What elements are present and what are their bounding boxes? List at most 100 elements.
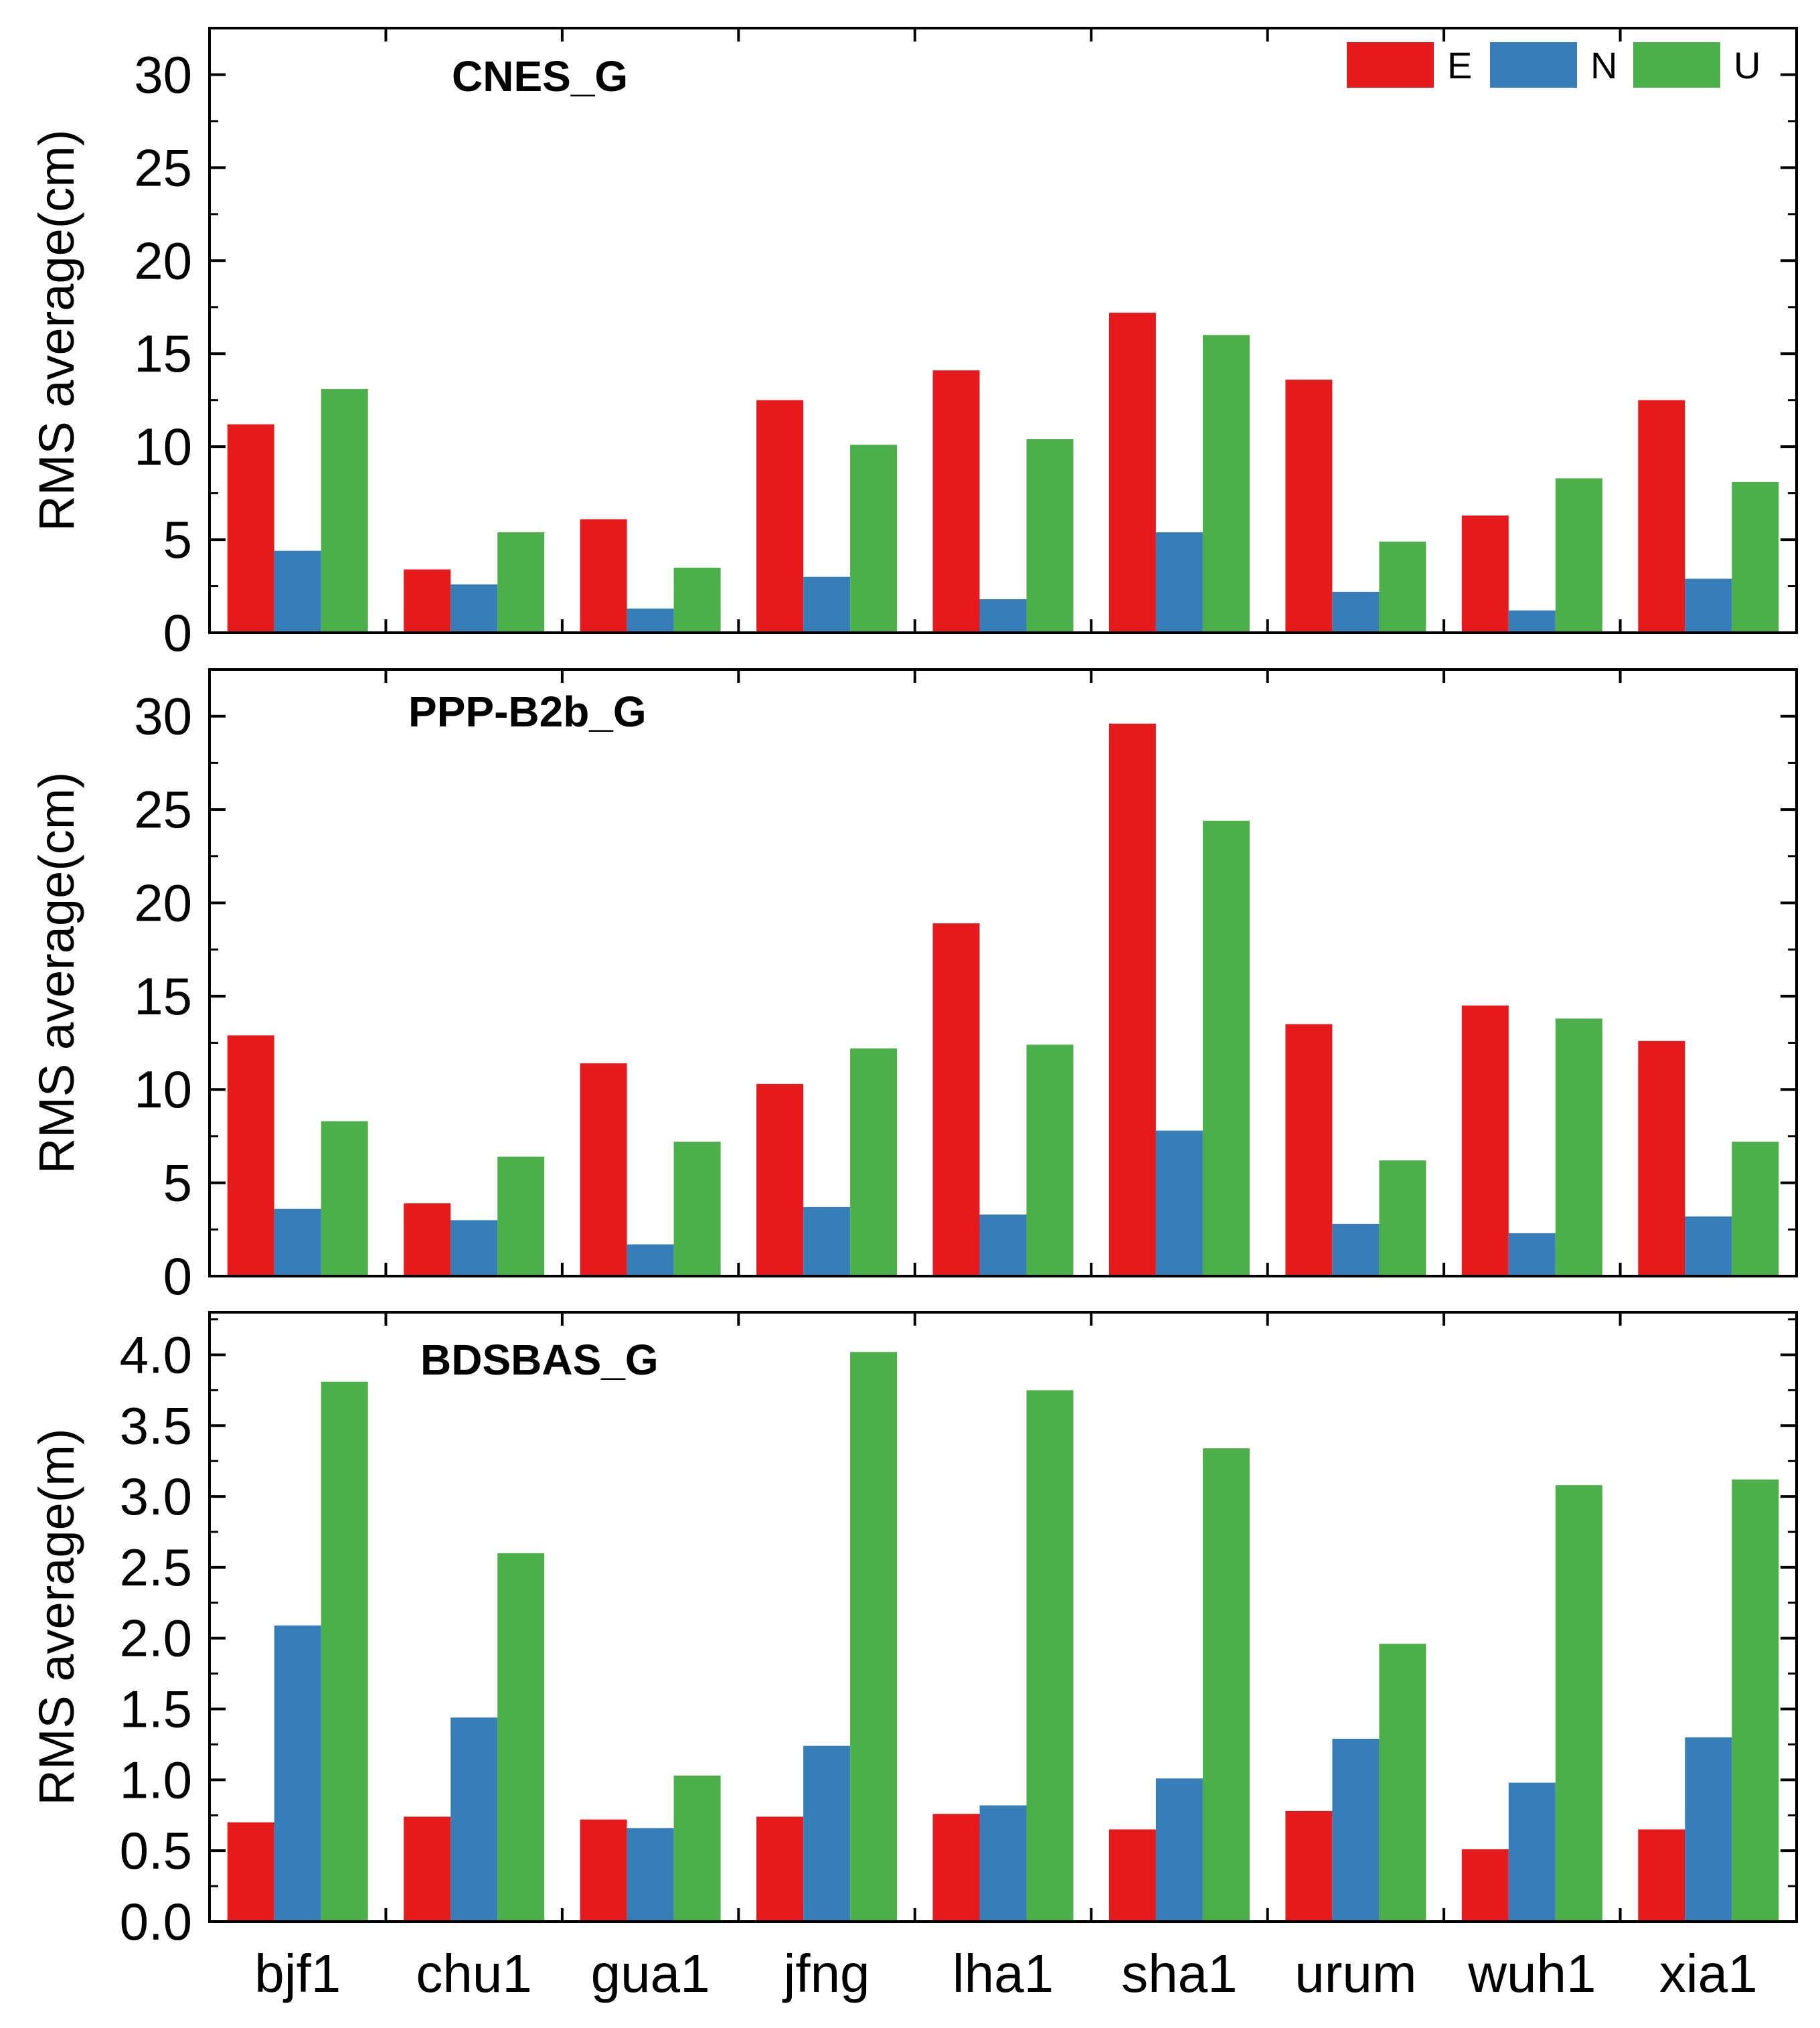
bar-n-urum: [1332, 1223, 1380, 1276]
bar-e-wuh1: [1461, 1005, 1509, 1276]
bar-u-lha1: [1026, 1390, 1074, 1922]
bar-u-wuh1: [1555, 478, 1602, 633]
bar-u-gua1: [673, 1776, 721, 1922]
bar-e-lha1: [932, 923, 980, 1276]
bar-u-sha1: [1202, 335, 1250, 633]
bar-n-xia1: [1685, 1737, 1732, 1922]
bar-n-bjf1: [274, 1208, 321, 1276]
x-tick-label-sha1: sha1: [1121, 1944, 1237, 2003]
y-tick-label: 0: [163, 1247, 192, 1306]
chart-panel-2: 0 5 10 15 20 25 30 RMS average(cm) PPP-B2b_G: [29, 668, 1798, 1306]
bar-n-wuh1: [1508, 610, 1556, 633]
x-tick-label-wuh1: wuh1: [1467, 1944, 1596, 2003]
bar-u-jfng: [850, 445, 898, 633]
bar-u-chu1: [497, 1156, 545, 1276]
legend-label-n: N: [1590, 44, 1617, 86]
y-tick-label: 10: [134, 1060, 192, 1119]
y-axis-label: RMS average(cm): [29, 772, 84, 1174]
bar-u-sha1: [1202, 1448, 1250, 1922]
bar-n-sha1: [1155, 1130, 1203, 1276]
y-tick-label: 20: [134, 231, 192, 290]
bar-e-wuh1: [1461, 516, 1509, 633]
bar-n-lha1: [979, 599, 1027, 633]
bar-n-bjf1: [274, 1625, 321, 1922]
bar-u-jfng: [850, 1352, 898, 1922]
y-tick-label: 2.0: [120, 1609, 192, 1668]
legend-label-u: U: [1734, 44, 1760, 86]
y-tick-label: 30: [134, 45, 192, 104]
bar-e-chu1: [404, 1816, 451, 1922]
bar-e-sha1: [1108, 723, 1156, 1276]
bar-u-xia1: [1732, 481, 1779, 633]
y-tick-label: 0.5: [120, 1821, 192, 1880]
bar-u-lha1: [1026, 439, 1074, 633]
plot-frame: [208, 668, 1798, 1277]
bar-n-bjf1: [274, 550, 321, 633]
bar-e-urum: [1285, 1024, 1333, 1276]
chart-title: BDSBAS_G: [420, 1336, 659, 1384]
bar-e-gua1: [580, 1819, 627, 1922]
bar-e-bjf1: [227, 1822, 274, 1922]
bar-n-sha1: [1155, 1778, 1203, 1922]
bar-e-bjf1: [227, 1035, 274, 1276]
bar-e-bjf1: [227, 424, 274, 633]
y-tick-label: 0.0: [120, 1892, 192, 1951]
bar-n-jfng: [803, 1206, 851, 1276]
y-tick-label: 5: [163, 510, 192, 569]
bar-n-wuh1: [1508, 1233, 1556, 1276]
legend-swatch-n: [1490, 42, 1577, 88]
y-tick-label: 1.0: [120, 1750, 192, 1809]
bar-e-jfng: [756, 1816, 804, 1922]
bar-u-chu1: [497, 1553, 545, 1922]
bar-n-chu1: [450, 1717, 498, 1922]
bar-e-urum: [1285, 1810, 1333, 1922]
y-tick-label: 30: [134, 687, 192, 746]
bar-u-bjf1: [321, 1381, 368, 1922]
bar-u-bjf1: [321, 389, 368, 633]
y-tick-label: 20: [134, 873, 192, 932]
bar-u-xia1: [1732, 1142, 1779, 1276]
bar-n-lha1: [979, 1215, 1027, 1276]
bar-n-urum: [1332, 591, 1380, 633]
bar-u-wuh1: [1555, 1485, 1602, 1922]
bar-n-wuh1: [1508, 1782, 1556, 1922]
bar-n-chu1: [450, 584, 498, 633]
bar-n-urum: [1332, 1739, 1380, 1922]
bar-u-gua1: [673, 1142, 721, 1276]
legend-swatch-e: [1347, 42, 1434, 88]
bar-u-jfng: [850, 1048, 898, 1276]
bar-e-wuh1: [1461, 1849, 1509, 1922]
bar-e-sha1: [1108, 1829, 1156, 1922]
bar-e-chu1: [404, 569, 451, 633]
bar-u-xia1: [1732, 1479, 1779, 1922]
x-tick-label-gua1: gua1: [591, 1944, 710, 2003]
y-tick-label: 3.5: [120, 1396, 192, 1455]
legend-label-e: E: [1447, 44, 1472, 86]
bar-u-bjf1: [321, 1121, 368, 1276]
legend-swatch-u: [1633, 42, 1720, 88]
y-tick-label: 15: [134, 967, 192, 1026]
y-tick-label: 10: [134, 417, 192, 476]
plot-frame: [208, 27, 1798, 634]
bar-u-gua1: [673, 567, 721, 633]
y-tick-label: 0: [163, 603, 192, 662]
bar-u-lha1: [1026, 1044, 1074, 1276]
bar-n-chu1: [450, 1220, 498, 1276]
y-tick-label: 25: [134, 780, 192, 839]
x-tick-label-xia1: xia1: [1659, 1944, 1758, 2003]
bar-n-gua1: [627, 1244, 674, 1276]
y-axis-label: RMS average(cm): [29, 129, 84, 531]
y-tick-label: 3.0: [120, 1467, 192, 1526]
chart-title: PPP-B2b_G: [408, 688, 647, 736]
bar-e-xia1: [1638, 1040, 1685, 1276]
bar-n-jfng: [803, 1745, 851, 1922]
x-tick-label-jfng: jfng: [782, 1944, 870, 2003]
x-tick-label-lha1: lha1: [953, 1944, 1054, 2003]
bar-u-urum: [1379, 1644, 1426, 1922]
y-tick-label: 4.0: [120, 1325, 192, 1384]
chart-panel-1: 0 5 10 15 20 25 30 RMS average(cm) CNES_G: [29, 27, 1798, 662]
y-tick-label: 25: [134, 138, 192, 197]
bar-u-chu1: [497, 532, 545, 633]
